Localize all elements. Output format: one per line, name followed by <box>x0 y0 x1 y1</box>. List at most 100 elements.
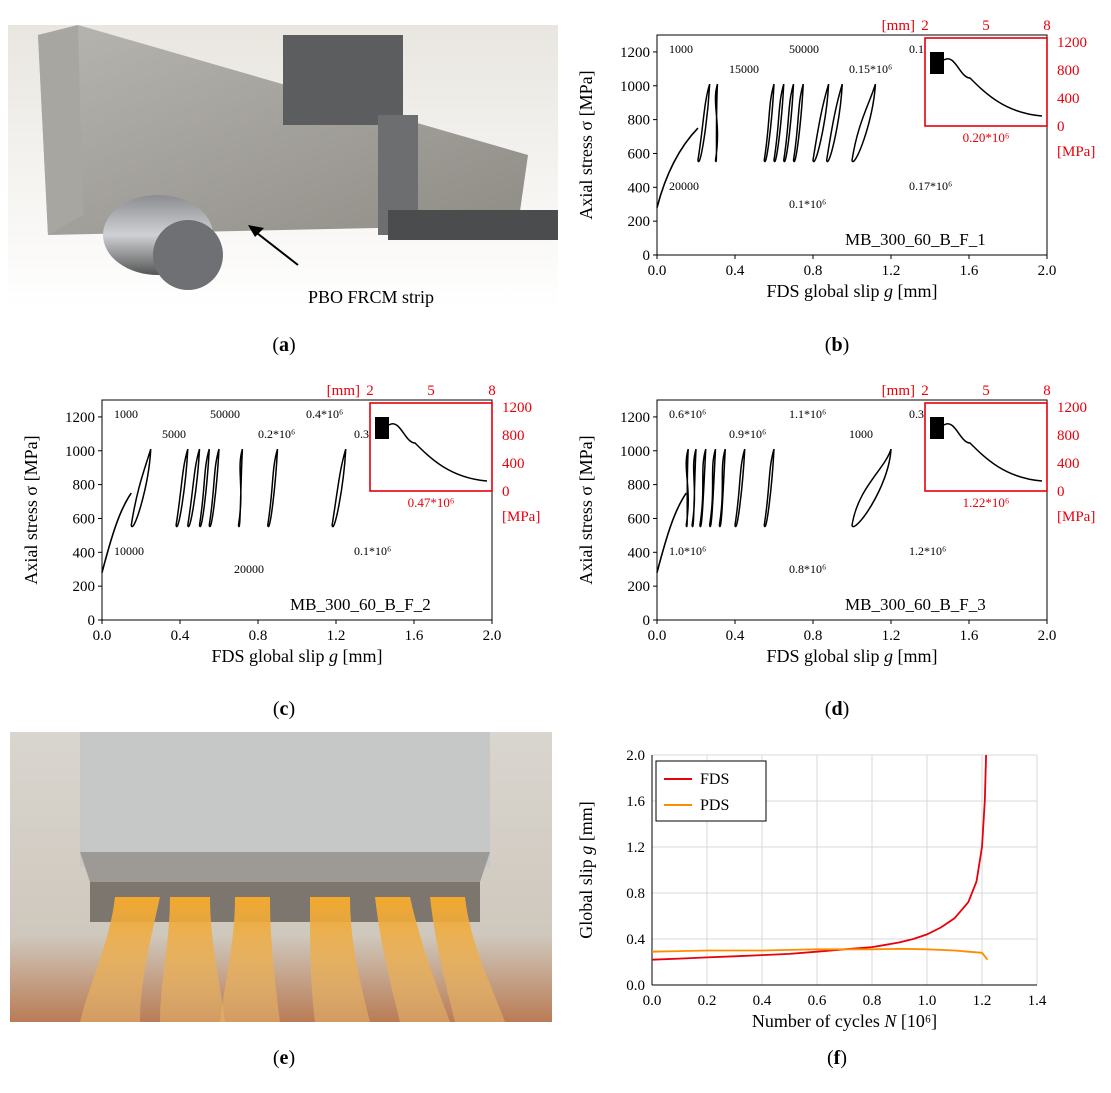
inset-right-tick: 400 <box>502 456 525 472</box>
hysteresis-loop <box>198 448 210 528</box>
chart-b: 0.0 0.4 0.8 1.2 1.6 2.0 0 200 400 600 800 1000 1200 F… <box>570 10 1110 315</box>
curve-initial-loading <box>656 492 687 573</box>
hysteresis-loop <box>851 83 877 163</box>
inset-right-unit: [MPa] <box>1057 144 1095 160</box>
hysteresis-loop <box>851 448 892 528</box>
x-tick-label: 0.8 <box>249 628 268 644</box>
inset-right-unit: [MPa] <box>502 509 540 525</box>
cycle-label: 0.2*10⁶ <box>258 427 295 441</box>
inset-right-tick: 0 <box>1057 119 1065 135</box>
x-axis-label: FDS global slip g [mm] <box>211 646 382 666</box>
inset-top-tick: 5 <box>982 18 990 34</box>
inset-curve <box>388 423 488 482</box>
y-tick-label: 1000 <box>620 79 650 95</box>
specimen-label: MB_300_60_B_F_2 <box>290 595 431 614</box>
y-tick-label: 1200 <box>620 410 650 426</box>
chart-c: 0.0 0.4 0.8 1.2 1.6 2.0 0 200 400 600 800 1000 1200 F… <box>15 375 555 680</box>
y-axis-label: Axial stress σ [MPa] <box>576 435 596 584</box>
inset-cycles-block <box>930 417 944 439</box>
y-axis-label: Global slip g [mm] <box>576 801 596 939</box>
cycle-label: 0.17*10⁶ <box>909 179 952 193</box>
y-tick-label: 600 <box>628 146 651 162</box>
caption-e: (e) <box>272 1047 296 1069</box>
hysteresis-loop <box>237 448 244 528</box>
x-axis-label: FDS global slip g [mm] <box>766 281 937 301</box>
inset-right-tick: 1200 <box>1057 400 1087 416</box>
y-tick-label: 1000 <box>65 444 95 460</box>
inset-top-tick: 8 <box>1043 383 1051 399</box>
y-tick-label: 600 <box>73 511 96 527</box>
cycle-label: 1000 <box>669 42 693 56</box>
y-tick-label: 400 <box>628 180 651 196</box>
inset-right-tick: 400 <box>1057 91 1080 107</box>
x-tick-label: 0.8 <box>804 263 823 279</box>
photo-a-annotation: PBO FRCM strip <box>308 287 434 307</box>
hysteresis-loop <box>175 448 189 528</box>
y-tick-label: 400 <box>73 545 96 561</box>
cycle-label: 20000 <box>669 179 699 193</box>
y-tick-label: 200 <box>73 579 96 595</box>
cycle-label: 0.15*10⁶ <box>849 62 892 76</box>
curve-initial-loading <box>101 492 132 573</box>
y-tick-label: 0 <box>643 248 651 264</box>
legend-box <box>655 760 767 822</box>
cycle-label: 0.6*10⁶ <box>669 407 706 421</box>
legend-label: FDS <box>700 771 729 788</box>
x-axis-label: Number of cycles N [10⁶] <box>752 1011 937 1031</box>
inset-top-tick: 8 <box>488 383 496 399</box>
y-tick-label: 1200 <box>620 45 650 61</box>
inset-right-unit: [MPa] <box>1057 509 1095 525</box>
cycle-label: 1.2*10⁶ <box>909 544 946 558</box>
x-tick-label: 0.4 <box>753 993 772 1009</box>
inset-right-tick: 800 <box>1057 428 1080 444</box>
cycle-label: 5000 <box>162 427 186 441</box>
x-tick-label: 1.0 <box>918 993 937 1009</box>
y-tick-label: 600 <box>628 511 651 527</box>
inset-right-tick: 1200 <box>1057 35 1087 51</box>
y-tick-label: 200 <box>628 579 651 595</box>
cycle-label: 0.1*10⁶ <box>789 197 826 211</box>
hysteresis-loop <box>699 448 707 528</box>
y-axis-label: Axial stress σ [MPa] <box>576 70 596 219</box>
cycle-label: 1.0*10⁶ <box>669 544 706 558</box>
x-tick-label: 1.2 <box>327 628 346 644</box>
x-tick-label: 0.4 <box>726 263 745 279</box>
series-line-fds <box>651 754 987 961</box>
x-tick-label: 2.0 <box>483 628 502 644</box>
plot-frame <box>656 34 1048 256</box>
inset-top-unit: [mm] <box>882 18 915 34</box>
hysteresis-loop <box>691 448 697 528</box>
cycle-label: 20000 <box>234 562 264 576</box>
x-tick-label: 2.0 <box>1038 263 1057 279</box>
cycle-label: 50000 <box>210 407 240 421</box>
x-tick-label: 0.4 <box>726 628 745 644</box>
hysteresis-loop <box>708 448 717 528</box>
inset-top-tick: 5 <box>982 383 990 399</box>
caption-f: (f) <box>826 1047 847 1069</box>
x-axis-label: FDS global slip g [mm] <box>766 646 937 666</box>
cycle-label: 1.1*10⁶ <box>789 407 826 421</box>
photo-beam-test-setup: PBO FRCM strip <box>8 25 558 310</box>
x-tick-label: 1.2 <box>882 263 901 279</box>
hysteresis-loop <box>130 448 152 528</box>
hysteresis-loop <box>187 448 201 528</box>
y-tick-label: 1200 <box>65 410 95 426</box>
inset-failure-label: 0.47*10⁶ <box>408 495 455 510</box>
photo-failed-specimen <box>10 732 552 1022</box>
inset-cycles-block <box>930 52 944 74</box>
x-tick-label: 1.2 <box>973 993 992 1009</box>
inset-frame <box>924 37 1048 127</box>
y-tick-label: 800 <box>73 478 96 494</box>
y-tick-label: 0 <box>88 613 96 629</box>
y-tick-label: 2.0 <box>626 748 645 764</box>
y-tick-label: 0 <box>643 613 651 629</box>
x-tick-label: 0.0 <box>648 628 667 644</box>
y-axis-label: Axial stress σ [MPa] <box>21 435 41 584</box>
inset-top-tick: 2 <box>921 383 929 399</box>
y-tick-label: 0.0 <box>626 978 645 994</box>
cycle-label: 1000 <box>849 427 873 441</box>
y-tick-label: 200 <box>628 214 651 230</box>
y-tick-label: 1.2 <box>626 840 645 856</box>
y-tick-label: 0.8 <box>626 886 645 902</box>
caption-c: (c) <box>272 698 296 720</box>
